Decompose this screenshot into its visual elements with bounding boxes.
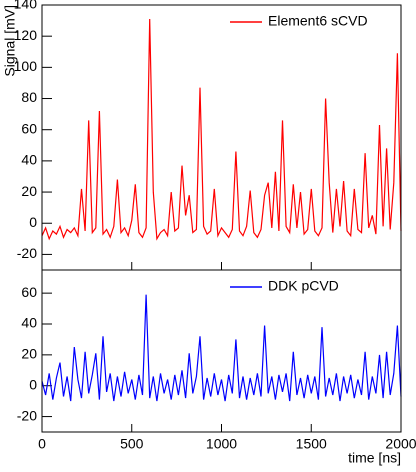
y-tick-label: 120 — [14, 27, 38, 43]
plot-frame — [41, 269, 402, 433]
x-tick-label: 2000 — [385, 436, 416, 452]
y-tick-label: 40 — [21, 152, 37, 168]
y-tick-label: -20 — [17, 245, 37, 261]
y-tick-label: 60 — [21, 120, 37, 136]
y-axis-label: Signal [mV] — [2, 5, 18, 77]
y-tick-label: 20 — [21, 183, 37, 199]
signal-line — [41, 18, 402, 241]
y-tick-label: 100 — [14, 58, 38, 74]
legend-label: Element6 sCVD — [268, 13, 368, 29]
x-tick-label: 1000 — [206, 436, 237, 452]
legend-label: DDK pCVD — [268, 278, 339, 294]
y-tick-label: 140 — [14, 0, 38, 12]
y-tick-label: 40 — [21, 315, 37, 331]
x-tick-label: 1500 — [296, 436, 327, 452]
y-tick-label: 20 — [21, 346, 37, 362]
y-tick-label: 80 — [21, 89, 37, 105]
signal-line — [41, 294, 402, 402]
y-tick-label: -20 — [17, 407, 37, 423]
x-tick-label: 0 — [38, 436, 46, 452]
x-axis-label: time [ns] — [348, 450, 401, 466]
y-tick-label: 0 — [29, 214, 37, 230]
y-tick-label: 60 — [21, 284, 37, 300]
y-tick-label: 0 — [29, 376, 37, 392]
x-tick-label: 500 — [120, 436, 144, 452]
